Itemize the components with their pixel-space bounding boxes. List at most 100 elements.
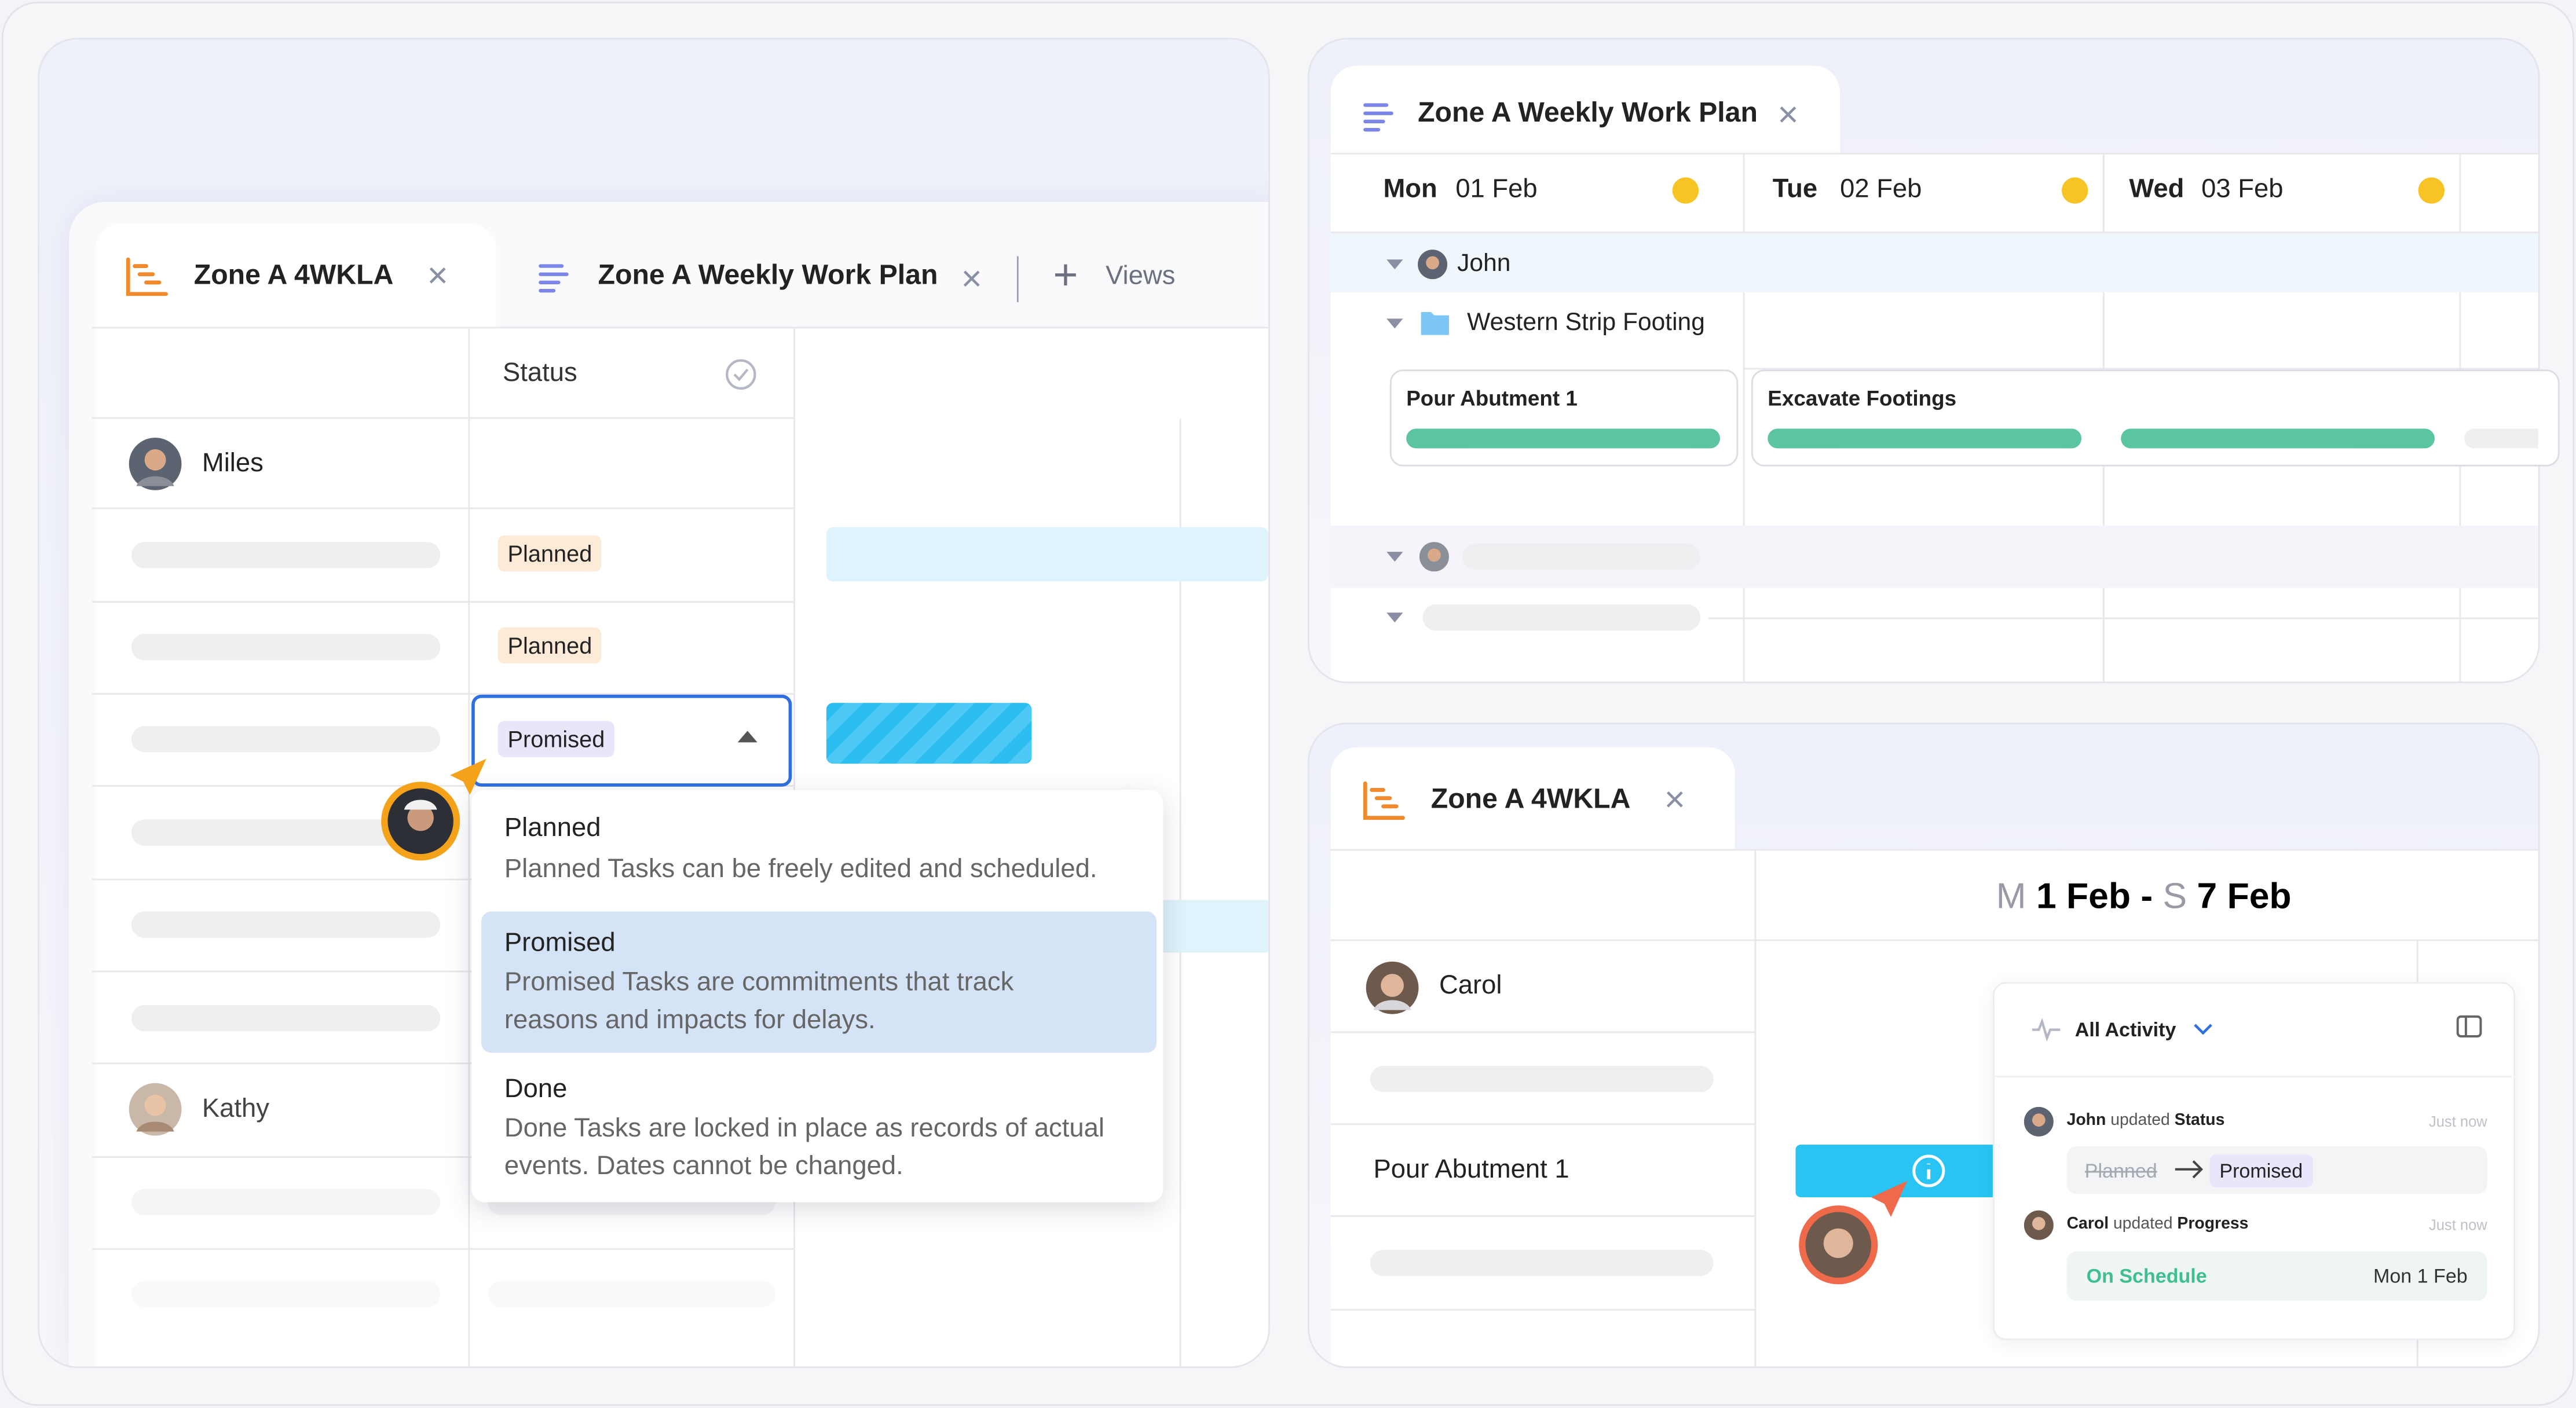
expand-toggle[interactable]: [1386, 259, 1403, 270]
row-line: [92, 1062, 794, 1065]
row-line: [92, 417, 794, 419]
active-tab[interactable]: [1330, 747, 1735, 853]
avatar: [129, 1083, 182, 1136]
panel-icon[interactable]: [2456, 1013, 2482, 1039]
row-line: [1330, 1031, 1755, 1033]
task-bar[interactable]: [826, 703, 1032, 764]
progress-bar: [1768, 428, 2082, 449]
person-name: Kathy: [202, 1095, 269, 1124]
views-button[interactable]: Views: [1106, 262, 1176, 291]
task-title: Pour Abutment 1: [1406, 386, 1578, 411]
close-icon[interactable]: ×: [1777, 93, 1799, 135]
placeholder: [131, 725, 441, 753]
row-line: [1708, 617, 2538, 619]
chevron[interactable]: [2193, 1021, 2213, 1037]
activity-filter[interactable]: All Activity: [2074, 1018, 2176, 1042]
status-pill: Planned: [497, 627, 602, 664]
task-card[interactable]: [1389, 369, 1739, 467]
row-line: [1330, 231, 2538, 233]
divider: [1016, 256, 1019, 302]
row-line: [1330, 1308, 1755, 1311]
range-separator: -: [2140, 875, 2153, 916]
row-line: [92, 693, 794, 695]
expand-toggle[interactable]: [1386, 613, 1403, 623]
row-line: [92, 878, 794, 881]
folder-icon: [1421, 311, 1449, 335]
cursor-avatar: [1799, 1180, 1908, 1285]
progress-bar: [1406, 428, 1721, 449]
col-line: [468, 328, 470, 1367]
option-title[interactable]: Promised: [504, 929, 616, 958]
placeholder: [131, 1189, 441, 1216]
close-icon[interactable]: ×: [1664, 778, 1686, 820]
row-line: [1743, 368, 2538, 370]
col-line: [1754, 849, 1757, 1367]
person-name: John: [1457, 250, 1511, 278]
close-icon[interactable]: ×: [961, 258, 982, 299]
placeholder: [131, 542, 441, 569]
avatar: [129, 437, 182, 490]
info-icon[interactable]: [1911, 1153, 1946, 1189]
row-line: [92, 1248, 794, 1250]
task-bar[interactable]: [826, 527, 1268, 582]
task-card[interactable]: [1751, 369, 2560, 467]
date: 01 Feb: [1455, 175, 1538, 204]
option-description: Planned Tasks can be freely edited and s…: [504, 855, 1097, 884]
gantt-icon: [126, 257, 168, 296]
row-line: [92, 507, 794, 509]
weekday: Mon: [1383, 175, 1437, 204]
column-header: Status: [503, 360, 577, 388]
range-start: 1 Feb: [2036, 875, 2131, 916]
expand-toggle[interactable]: [1386, 552, 1403, 562]
event-text: John updated Status: [2067, 1105, 2225, 1138]
option-highlight[interactable]: [481, 911, 1157, 1053]
caret: [737, 731, 758, 743]
option-title[interactable]: Done: [504, 1076, 568, 1104]
expand-toggle[interactable]: [1386, 318, 1403, 329]
activity-icon: [2032, 1017, 2061, 1042]
placeholder: [1422, 604, 1700, 631]
active-tab[interactable]: [1330, 65, 1840, 164]
placeholder: [1462, 543, 1700, 570]
placeholder: [131, 633, 441, 661]
avatar: [2024, 1106, 2054, 1136]
tab-label: Zone A 4WKLA: [1430, 783, 1631, 815]
row-line: [92, 601, 794, 603]
active-tab[interactable]: [95, 223, 496, 332]
event-verb: updated: [2113, 1215, 2173, 1234]
placeholder: [1370, 1066, 1714, 1092]
status-dot: [1672, 177, 1699, 204]
progress-bar: [2121, 428, 2435, 449]
old-status: Planned: [2084, 1159, 2157, 1183]
plus-icon[interactable]: +: [1053, 250, 1078, 299]
row-line: [1330, 152, 2538, 155]
event-text: Carol updated Progress: [2067, 1209, 2249, 1242]
tab-label[interactable]: Zone A Weekly Work Plan: [598, 259, 938, 291]
list-icon: [539, 264, 569, 293]
cursor-avatar: [381, 758, 486, 861]
option-title[interactable]: Planned: [504, 815, 601, 843]
event-time: Just now: [2428, 1113, 2487, 1130]
tab-label: Zone A 4WKLA: [193, 259, 394, 291]
event-verb: updated: [2110, 1112, 2170, 1130]
date: 03 Feb: [2201, 175, 2284, 204]
progress-bar: [2464, 428, 2538, 449]
row-line: [1330, 939, 2538, 941]
person-name: Carol: [1439, 972, 1502, 1000]
task-bar[interactable]: [1150, 900, 1268, 953]
option-description: Promised Tasks are commitments that trac…: [504, 969, 1014, 1035]
progress-status: On Schedule: [2086, 1264, 2207, 1288]
close-icon[interactable]: ×: [427, 254, 449, 296]
col-line: [1179, 419, 1181, 1367]
new-status: Promised: [2209, 1154, 2313, 1187]
tab-label: Zone A Weekly Work Plan: [1418, 97, 1758, 129]
row-line: [92, 970, 794, 973]
row-line: [92, 784, 794, 787]
status-dot: [2062, 177, 2088, 204]
status-pill: Planned: [497, 535, 602, 572]
avatar: [1419, 542, 1449, 572]
event-user: John: [2066, 1112, 2106, 1130]
status-pill: Promised: [497, 721, 615, 757]
